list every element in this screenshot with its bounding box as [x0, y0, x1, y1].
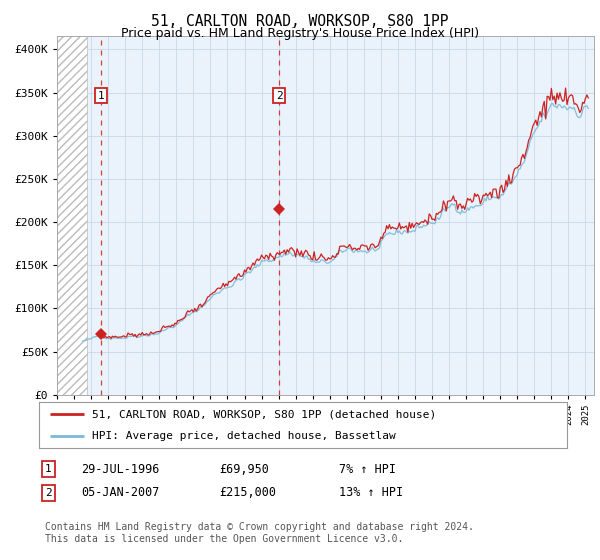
- Bar: [57, 36, 87, 395]
- Text: 2: 2: [276, 91, 283, 101]
- Text: £215,000: £215,000: [219, 486, 276, 500]
- Text: 7% ↑ HPI: 7% ↑ HPI: [339, 463, 396, 476]
- Text: Price paid vs. HM Land Registry's House Price Index (HPI): Price paid vs. HM Land Registry's House …: [121, 27, 479, 40]
- Text: 29-JUL-1996: 29-JUL-1996: [81, 463, 160, 476]
- Text: £69,950: £69,950: [219, 463, 269, 476]
- Text: 05-JAN-2007: 05-JAN-2007: [81, 486, 160, 500]
- Text: HPI: Average price, detached house, Bassetlaw: HPI: Average price, detached house, Bass…: [92, 431, 395, 441]
- Text: 51, CARLTON ROAD, WORKSOP, S80 1PP (detached house): 51, CARLTON ROAD, WORKSOP, S80 1PP (deta…: [92, 409, 436, 419]
- Text: 13% ↑ HPI: 13% ↑ HPI: [339, 486, 403, 500]
- Text: 51, CARLTON ROAD, WORKSOP, S80 1PP: 51, CARLTON ROAD, WORKSOP, S80 1PP: [151, 14, 449, 29]
- Text: 1: 1: [97, 91, 104, 101]
- Text: 1: 1: [45, 464, 52, 474]
- Text: 2: 2: [45, 488, 52, 498]
- Text: Contains HM Land Registry data © Crown copyright and database right 2024.
This d: Contains HM Land Registry data © Crown c…: [45, 522, 474, 544]
